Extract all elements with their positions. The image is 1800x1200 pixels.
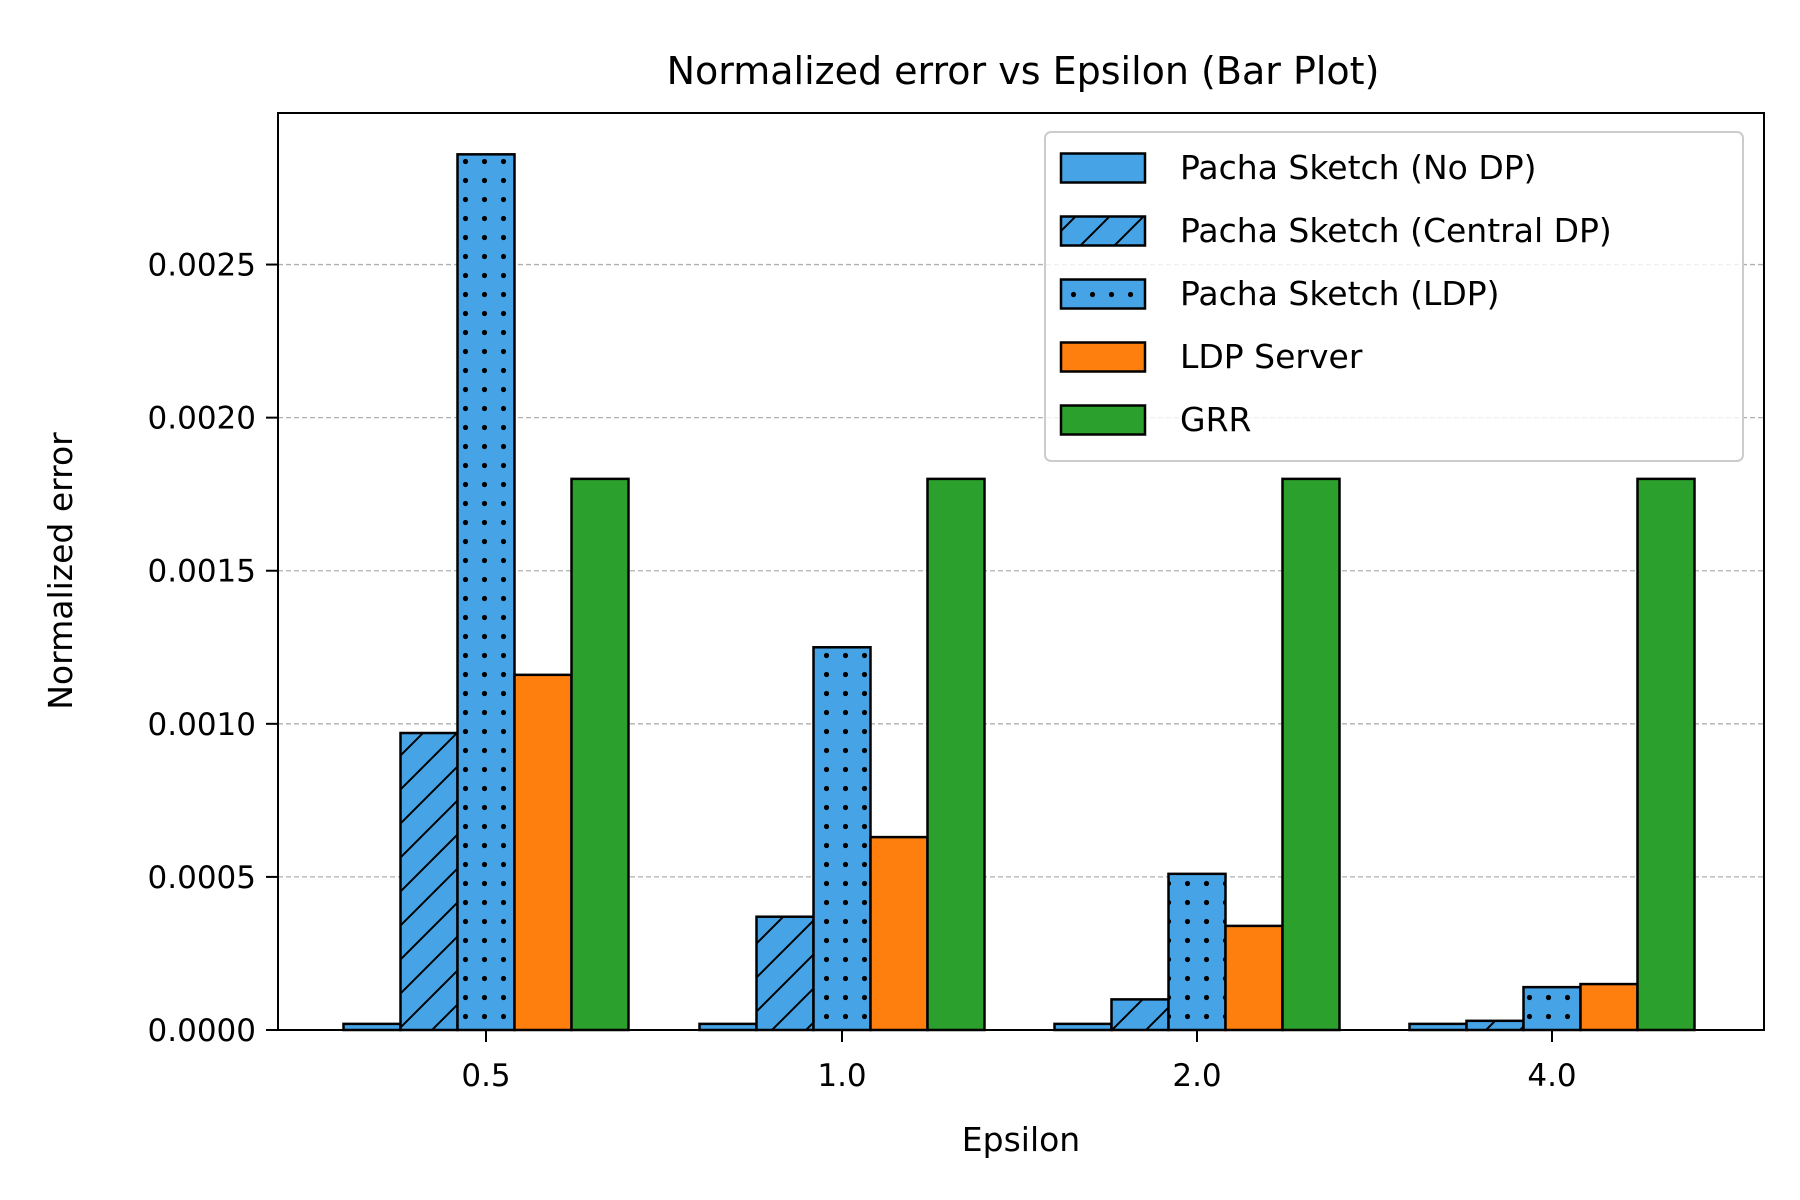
y-tick-label: 0.0025	[148, 248, 256, 284]
bar-fill	[1409, 1023, 1467, 1030]
bar-hatch	[1111, 999, 1169, 1030]
bar-fill	[927, 478, 985, 1030]
x-axis: 0.5 1.0 2.0 4.0	[461, 1030, 1577, 1094]
legend-swatch-fill	[1061, 153, 1145, 183]
bar-fill	[1282, 478, 1340, 1030]
x-tick-label: 0.5	[461, 1058, 510, 1094]
legend-label: Pacha Sketch (No DP)	[1180, 148, 1537, 187]
bar-fill	[514, 674, 572, 1030]
y-axis-label: Normalized error	[41, 432, 80, 710]
bar-hatch	[813, 647, 871, 1030]
legend-label: Pacha Sketch (LDP)	[1180, 274, 1500, 313]
bar-fill	[699, 1023, 757, 1030]
legend-label: GRR	[1180, 400, 1251, 439]
bar-hatch	[1168, 873, 1226, 1030]
bar-hatch	[457, 154, 515, 1031]
legend-label: LDP Server	[1180, 337, 1363, 376]
legend-swatch-hatch	[1061, 279, 1145, 309]
y-tick-label: 0.0005	[148, 860, 256, 896]
bar-fill	[1225, 925, 1283, 1030]
x-tick-label: 4.0	[1527, 1058, 1576, 1094]
y-tick-label: 0.0020	[148, 401, 256, 437]
x-tick-label: 2.0	[1172, 1058, 1221, 1094]
legend-swatch-fill	[1061, 405, 1145, 435]
bar-fill	[1637, 478, 1695, 1030]
legend-swatch	[1059, 215, 1147, 247]
legend-swatch	[1059, 278, 1147, 310]
bar-fill	[1054, 1023, 1112, 1030]
legend-swatch	[1059, 404, 1147, 436]
y-tick-label: 0.0000	[148, 1013, 256, 1049]
bar-hatch	[1523, 987, 1581, 1030]
legend: Pacha Sketch (No DP) Pacha Sketch (Centra…	[1044, 131, 1744, 462]
bar-hatch	[756, 916, 814, 1030]
chart-title: Normalized error vs Epsilon (Bar Plot)	[667, 49, 1380, 93]
y-tick-label: 0.0010	[148, 707, 256, 743]
legend-swatch-fill	[1061, 342, 1145, 372]
bar-fill	[870, 837, 928, 1030]
legend-swatch	[1059, 341, 1147, 373]
x-axis-label: Epsilon	[962, 1120, 1080, 1159]
legend-label: Pacha Sketch (Central DP)	[1180, 211, 1612, 250]
legend-swatch-hatch	[1061, 216, 1145, 246]
y-axis: 0.0000 0.0005 0.0010 0.0015 0.0020 0.0025	[148, 248, 278, 1049]
bar-fill	[343, 1023, 401, 1030]
legend-swatch	[1059, 152, 1147, 184]
legend-box	[1044, 131, 1744, 462]
bar-fill	[1580, 984, 1638, 1030]
bars	[342, 153, 1696, 1032]
x-tick-label: 1.0	[817, 1058, 866, 1094]
y-tick-label: 0.0015	[148, 554, 256, 590]
bar-hatch	[400, 733, 458, 1030]
bar-hatch	[1466, 1020, 1524, 1030]
bar-fill	[571, 478, 629, 1030]
